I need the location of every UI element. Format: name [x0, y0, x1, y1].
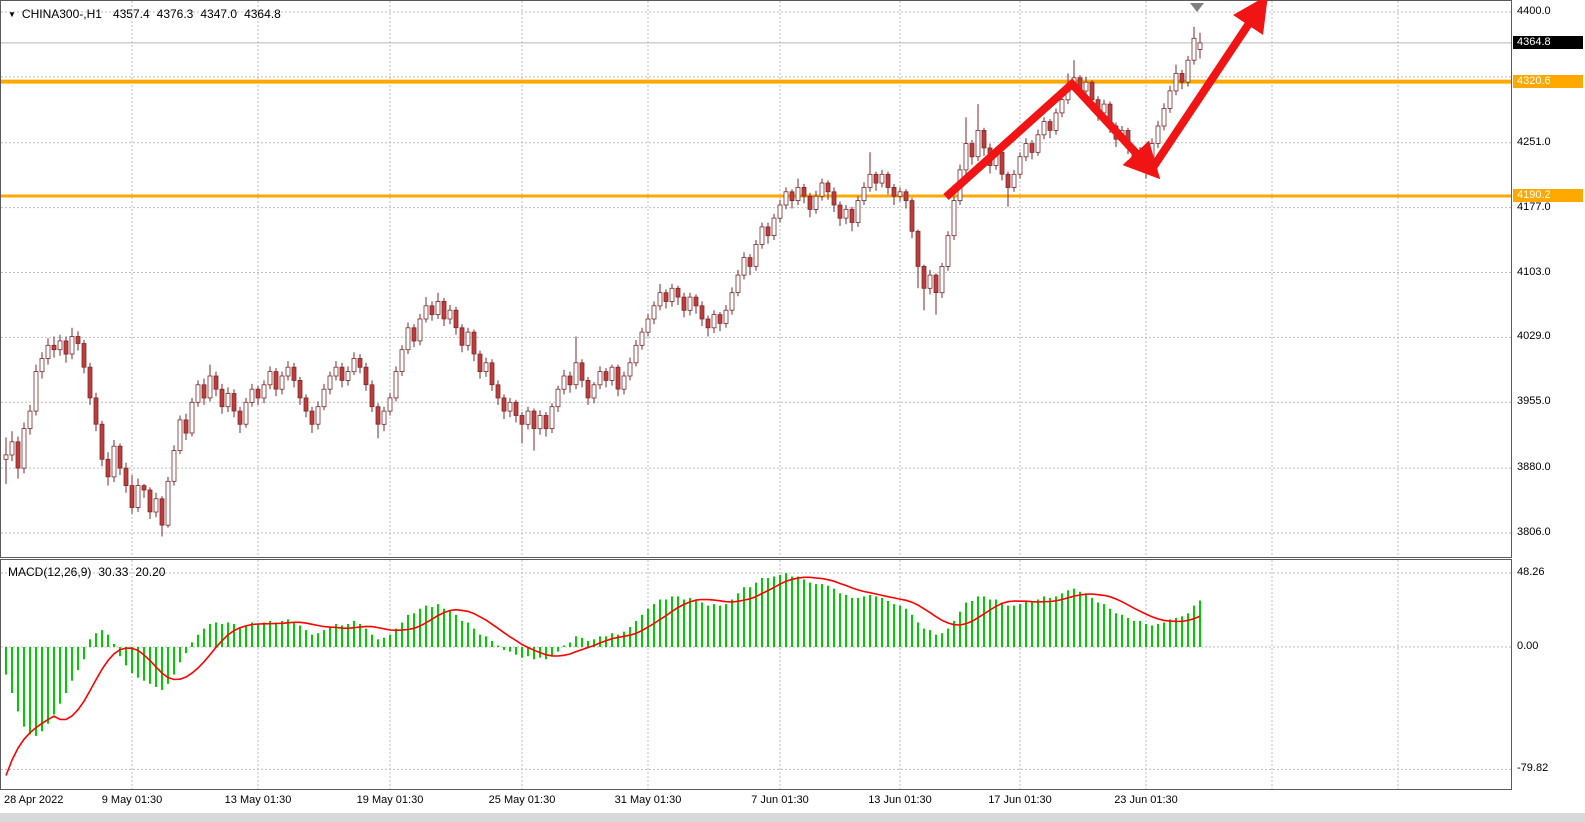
time-axis-label: 9 May 01:30	[101, 794, 163, 806]
macd-signal-line	[5, 576, 1201, 776]
macd-axis-label: -79.82	[1517, 762, 1549, 774]
macd-histogram	[5, 573, 1201, 736]
candlesticks	[3, 26, 1203, 537]
main-pane-border	[0, 0, 1512, 558]
macd-axis-label: 0.00	[1517, 640, 1539, 652]
chart-header: ▼ CHINA300-,H1 4357.4 4376.3 4347.0 4364.8	[8, 7, 281, 21]
price-axis-label: 4103.0	[1517, 266, 1551, 278]
macd-pane-border	[0, 559, 1512, 790]
price-axis-label: 4029.0	[1517, 330, 1551, 342]
macd-label: MACD(12,26,9) 30.33 20.20	[8, 565, 172, 579]
macd-signal-value: 20.20	[135, 565, 166, 579]
ohlc-high: 4376.3	[156, 7, 194, 21]
window-edge	[0, 813, 1585, 822]
time-axis-label: 13 May 01:30	[224, 794, 292, 806]
ohlc-open: 4357.4	[112, 7, 150, 21]
macd-main-value: 30.33	[98, 565, 129, 579]
trend-arrow[interactable]	[943, 78, 1161, 200]
time-axis-label: 25 May 01:30	[488, 794, 556, 806]
time-axis-label: 7 Jun 01:30	[751, 794, 809, 806]
price-chart[interactable]	[0, 0, 1512, 558]
macd-indicator-chart[interactable]	[0, 559, 1512, 790]
time-axis-label: 31 May 01:30	[614, 794, 682, 806]
price-axis-label: 4251.0	[1517, 136, 1551, 148]
main-grid	[1, 1, 1511, 557]
ohlc-close: 4364.8	[244, 7, 281, 21]
trend-arrows-annotation[interactable]	[943, 0, 1268, 200]
time-axis-label: 23 Jun 01:30	[1114, 794, 1178, 806]
price-axis-label: 3955.0	[1517, 395, 1551, 407]
price-axis[interactable]: 4400.0 4251.0 4177.0 4103.0 4029.0 3955.0 3880…	[1512, 0, 1585, 792]
time-axis[interactable]: 28 Apr 2022 9 May 01:30 13 May 01:30 19 May…	[0, 793, 1585, 812]
ohlc-low: 4347.0	[200, 7, 238, 21]
level-price-tag: 4190.2	[1513, 189, 1583, 202]
symbol-dropdown-icon[interactable]: ▼	[8, 10, 16, 19]
time-axis-label: 19 May 01:30	[356, 794, 424, 806]
time-axis-label: 13 Jun 01:30	[868, 794, 932, 806]
price-axis-label: 3806.0	[1517, 526, 1551, 538]
chart-shift-icon[interactable]	[1190, 3, 1204, 12]
time-axis-label: 17 Jun 01:30	[988, 794, 1052, 806]
trend-arrow[interactable]	[1146, 0, 1268, 175]
macd-axis-label: 48.26	[1517, 566, 1545, 578]
price-axis-label: 3880.0	[1517, 461, 1551, 473]
current-price-tag: 4364.8	[1513, 36, 1583, 49]
level-price-tag: 4320.6	[1513, 75, 1583, 88]
price-axis-label: 4177.0	[1517, 201, 1551, 213]
symbol-timeframe: CHINA300-,H1	[21, 7, 102, 21]
price-axis-label: 4400.0	[1517, 5, 1551, 17]
macd-name: MACD(12,26,9)	[8, 565, 92, 579]
time-axis-label: 28 Apr 2022	[4, 794, 64, 806]
